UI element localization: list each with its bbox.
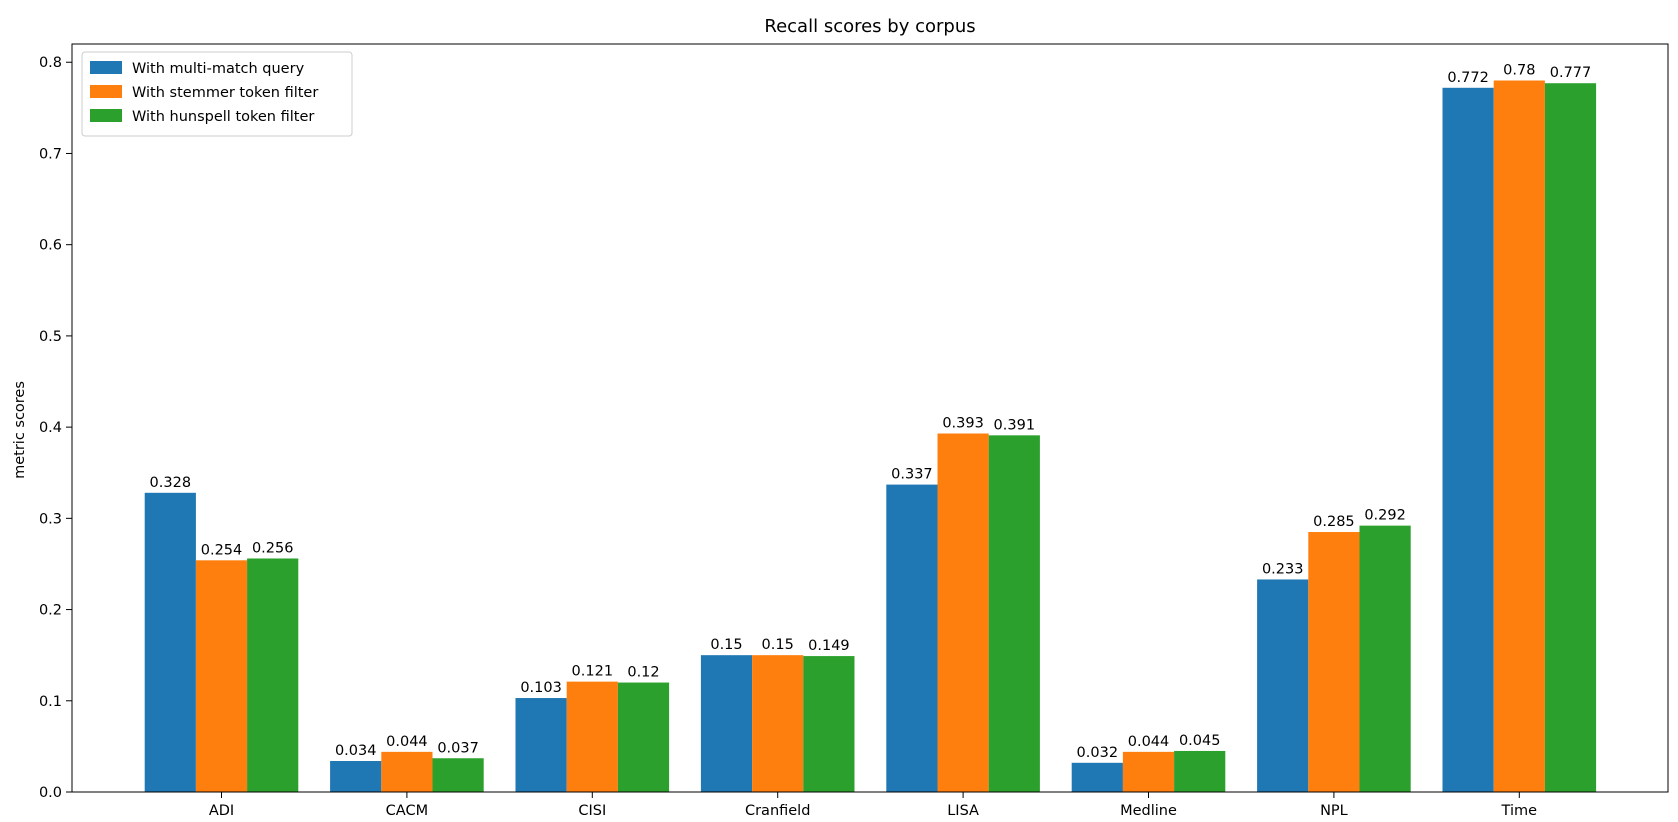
bar-value-label: 0.393 (942, 416, 984, 432)
bar (937, 433, 989, 792)
y-tick-label: 0.3 (39, 511, 62, 527)
bar-value-label: 0.103 (520, 680, 562, 696)
x-tick-label: ADI (209, 803, 234, 819)
bar (1442, 87, 1494, 793)
plot-frame (71, 43, 1669, 793)
bar-value-label: 0.12 (627, 665, 659, 681)
y-tick-label: 0.5 (39, 329, 62, 345)
bar (1493, 80, 1545, 793)
y-tick-label: 0.4 (39, 420, 62, 436)
y-tick-label: 0.2 (39, 603, 62, 619)
x-tick-label: LISA (947, 803, 979, 819)
bar-value-label: 0.233 (1262, 561, 1304, 577)
bar (1359, 525, 1411, 792)
bar (803, 656, 855, 792)
legend-swatch (90, 61, 122, 74)
bar-value-label: 0.254 (201, 542, 243, 558)
bar (144, 492, 196, 792)
bar-value-label: 0.037 (437, 740, 479, 756)
legend-label: With multi-match query (132, 61, 305, 77)
bar-value-label: 0.256 (252, 540, 294, 556)
bar-value-label: 0.044 (386, 734, 428, 750)
bar-value-label: 0.777 (1550, 65, 1592, 81)
bar-value-label: 0.121 (572, 664, 614, 680)
bar (1308, 532, 1360, 792)
bar (700, 655, 753, 792)
legend-box (81, 51, 353, 137)
bar-value-label: 0.391 (994, 417, 1036, 433)
legend-label: With stemmer token filter (132, 85, 318, 101)
bar (330, 760, 382, 792)
bar (617, 682, 670, 792)
bar (1544, 83, 1597, 793)
bar-value-label: 0.78 (1503, 62, 1535, 78)
y-tick-label: 0.0 (39, 785, 62, 801)
bar (195, 560, 248, 792)
bar-value-label: 0.034 (335, 743, 377, 759)
bar-value-label: 0.15 (710, 637, 742, 653)
bar (1174, 750, 1226, 792)
x-tick-label: Time (1501, 803, 1538, 819)
bar-value-label: 0.149 (808, 638, 850, 654)
bar (1122, 751, 1175, 792)
bar (432, 758, 484, 792)
y-tick-label: 0.6 (39, 238, 62, 254)
bar-value-label: 0.032 (1077, 745, 1119, 761)
chart-title: Recall scores by corpus (764, 16, 975, 37)
x-tick-label: NPL (1320, 803, 1348, 819)
bar (1071, 762, 1123, 792)
bar-value-label: 0.045 (1179, 733, 1221, 749)
x-tick-label: CACM (386, 803, 428, 819)
bar-value-label: 0.772 (1447, 70, 1489, 86)
x-tick-label: CISI (578, 803, 606, 819)
legend-swatch (90, 85, 122, 98)
legend: With multi-match query With stemmer token… (81, 51, 353, 137)
bar (515, 698, 567, 792)
bar (381, 751, 433, 792)
bar-value-label: 0.292 (1364, 508, 1406, 524)
legend-label: With hunspell token filter (132, 109, 314, 125)
x-tick-label: Cranfield (745, 803, 810, 819)
bar (886, 484, 938, 792)
x-tick-label: Medline (1120, 803, 1177, 819)
bar (752, 655, 804, 792)
bar-value-label: 0.328 (150, 475, 192, 491)
bar-value-label: 0.044 (1128, 734, 1170, 750)
bar (247, 558, 299, 792)
y-tick-label: 0.7 (39, 146, 62, 162)
y-axis-label: metric scores (12, 381, 28, 479)
legend-swatch (90, 109, 122, 122)
y-tick-label: 0.8 (39, 55, 62, 71)
plot-area: 0.328 0.034 0.103 0.15 0.337 0.032 0.233 0.772 0… (39, 43, 1669, 819)
bar-value-label: 0.285 (1313, 514, 1355, 530)
bar (988, 435, 1040, 792)
y-tick-label: 0.1 (39, 694, 62, 710)
bar-value-label: 0.15 (762, 637, 794, 653)
bar (566, 681, 618, 792)
bar-value-label: 0.337 (891, 467, 933, 483)
bar (1257, 579, 1309, 792)
